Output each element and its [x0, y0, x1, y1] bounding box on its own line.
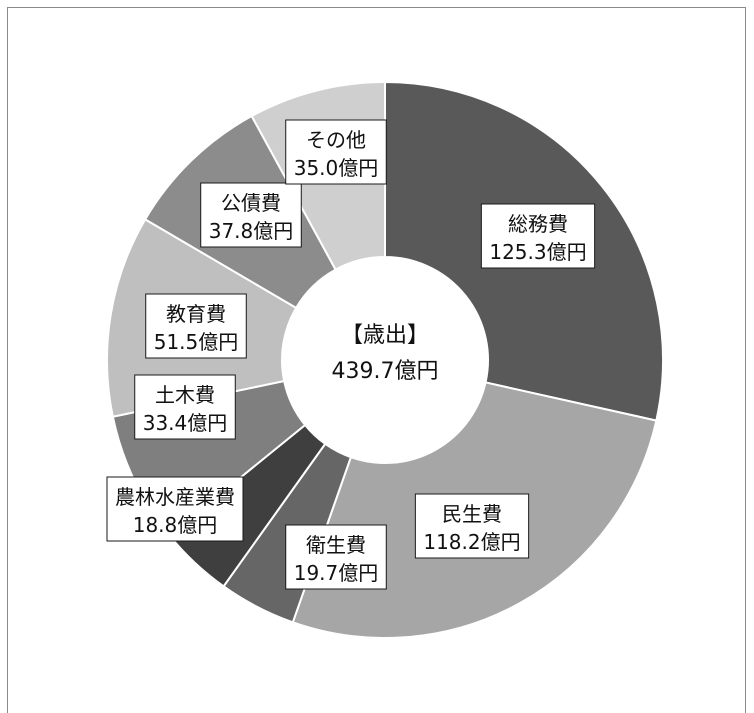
slice-label-name: 農林水産業費	[115, 485, 235, 509]
slice-label-name: 民生費	[442, 502, 502, 526]
slice-label-value: 37.8億円	[209, 219, 294, 243]
slice-label-name: 総務費	[508, 212, 568, 236]
slice-label-name: 教育費	[166, 302, 226, 326]
slice-label-name: その他	[306, 128, 366, 152]
slice-label-7: 公債費 37.8億円	[200, 182, 302, 248]
slice-label-value: 51.5億円	[154, 330, 239, 354]
slice-label-name: 土木費	[155, 383, 215, 407]
slice-label-5: 土木費 33.4億円	[134, 374, 236, 440]
slice-label-6: 教育費 51.5億円	[145, 293, 247, 359]
slice-label-name: 公債費	[221, 191, 281, 215]
slice-label-box	[480, 203, 596, 269]
slice-label-3: 衛生費 19.7億円	[285, 524, 387, 590]
slice-label-name: 衛生費	[306, 533, 366, 557]
slice-label-box	[414, 493, 530, 559]
slice-label-value: 19.7億円	[294, 561, 379, 585]
slice-label-box	[285, 119, 387, 185]
slice-label-box	[106, 476, 244, 542]
slice-label-box	[285, 524, 387, 590]
slice-label-8: その他 35.0億円	[285, 119, 387, 185]
slice-label-4: 農林水産業費 18.8億円	[106, 476, 244, 542]
slice-label-value: 18.8億円	[133, 513, 218, 537]
slice-label-value: 33.4億円	[143, 411, 228, 435]
slice-label-1: 総務費 125.3億円	[480, 203, 596, 269]
center-label-total: 439.7億円	[332, 359, 439, 384]
center-label: 【歳出】 439.7億円	[332, 323, 439, 384]
slice-label-box	[200, 182, 302, 248]
slice-label-value: 118.2億円	[423, 530, 520, 554]
center-label-title: 【歳出】	[341, 323, 429, 348]
slice-label-box	[145, 293, 247, 359]
slice-label-2: 民生費 118.2億円	[414, 493, 530, 559]
slice-label-value: 125.3億円	[489, 240, 586, 264]
slice-label-box	[134, 374, 236, 440]
slice-label-value: 35.0億円	[294, 156, 379, 180]
